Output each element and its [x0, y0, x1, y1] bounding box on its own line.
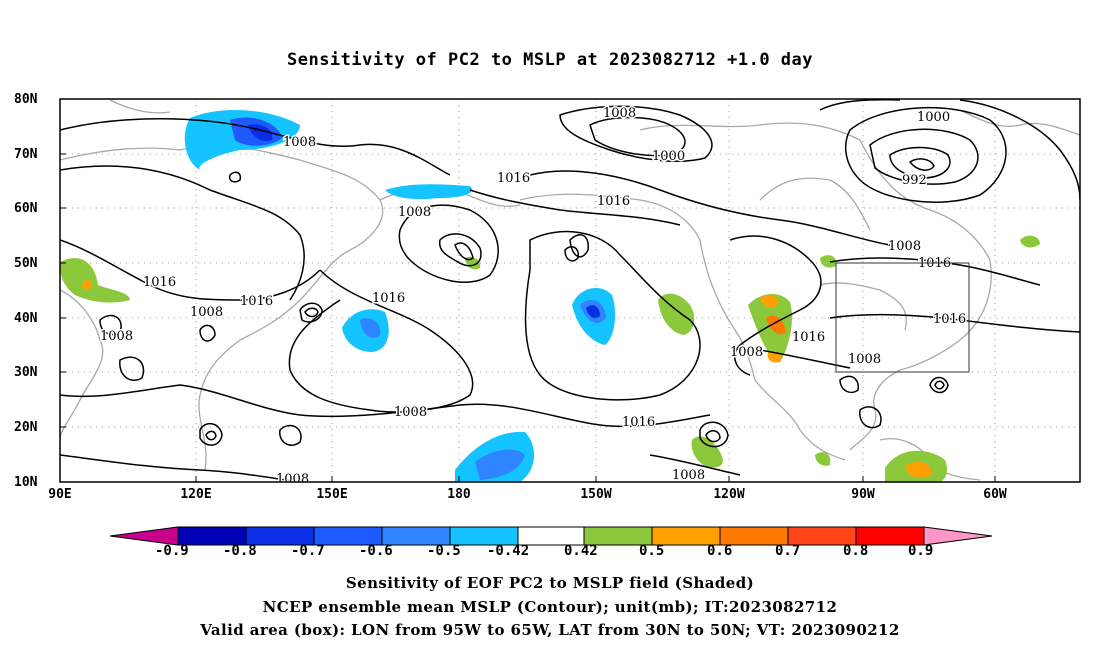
- mslp-contours: [60, 99, 1080, 482]
- contour-label: 1008: [730, 345, 763, 360]
- lat-label-80n: 80N: [14, 92, 38, 107]
- grid-lines: [60, 99, 1080, 482]
- lat-label-20n: 20N: [14, 420, 38, 435]
- contour-label: 1008: [848, 352, 881, 367]
- contour-label: 1008: [283, 135, 316, 150]
- colorbar-label: 0.5: [639, 543, 665, 559]
- caption-valid-area: Valid area (box): LON from 95W to 65W, L…: [200, 621, 900, 639]
- lat-label-30n: 30N: [14, 365, 38, 380]
- colorbar-label: 0.9: [908, 543, 934, 559]
- colorbar-label: 0.6: [707, 543, 733, 559]
- contour-label: 1016: [240, 294, 273, 309]
- map-title: Sensitivity of PC2 to MSLP at 2023082712…: [286, 50, 813, 70]
- caption-shaded: Sensitivity of EOF PC2 to MSLP field (Sh…: [345, 574, 755, 592]
- contour-label: 1008: [603, 106, 636, 121]
- contour-label: 1008: [190, 305, 223, 320]
- lon-label-60w: 60W: [983, 487, 1007, 502]
- plot-frame: [59, 98, 1081, 483]
- lon-label-150e: 150E: [316, 487, 348, 502]
- lat-label-60n: 60N: [14, 201, 38, 216]
- valid-area-box: [835, 262, 970, 373]
- contour-label: 1008: [394, 405, 427, 420]
- caption-contour: NCEP ensemble mean MSLP (Contour); unit(…: [262, 598, 838, 616]
- colorbar-label: -0.8: [223, 543, 257, 559]
- colorbar: [109, 526, 993, 546]
- contour-label: 1016: [933, 312, 966, 327]
- contour-label: 1016: [497, 171, 530, 186]
- lon-label-120e: 120E: [180, 487, 212, 502]
- contour-label: 1000: [652, 149, 685, 164]
- contour-label: 1016: [622, 415, 655, 430]
- negative-sensitivity-shading: [184, 109, 616, 482]
- lon-label-90w: 90W: [851, 487, 875, 502]
- contour-label: 1008: [398, 205, 431, 220]
- contour-label: 1008: [276, 472, 309, 487]
- colorbar-label: -0.42: [487, 543, 530, 559]
- contour-label: 1008: [888, 239, 921, 254]
- lat-label-70n: 70N: [14, 147, 38, 162]
- colorbar-label: 0.42: [564, 543, 598, 559]
- colorbar-label: -0.7: [291, 543, 325, 559]
- contour-label: 1000: [917, 110, 950, 125]
- contour-label: 1016: [792, 330, 825, 345]
- lat-label-50n: 50N: [14, 256, 38, 271]
- colorbar-label: 0.7: [775, 543, 801, 559]
- lat-label-10n: 10N: [14, 475, 38, 490]
- lon-label-180: 180: [447, 487, 471, 502]
- lon-label-120w: 120W: [713, 487, 745, 502]
- contour-label: 1016: [372, 291, 405, 306]
- colorbar-label: 0.8: [843, 543, 869, 559]
- contour-labels: 1008 1008 1016 1016 1008 1000 1008 1000 …: [99, 105, 968, 487]
- lat-label-40n: 40N: [14, 311, 38, 326]
- colorbar-label: -0.6: [359, 543, 393, 559]
- contour-label: 1016: [597, 194, 630, 209]
- colorbar-label: -0.5: [427, 543, 461, 559]
- contour-label: 1008: [100, 329, 133, 344]
- colorbar-swatch-gt-0.9: [923, 526, 993, 546]
- positive-sensitivity-shading: [60, 235, 1040, 482]
- lon-label-90e: 90E: [48, 487, 72, 502]
- colorbar-label: -0.9: [155, 543, 189, 559]
- tick-marks: [60, 153, 996, 482]
- contour-label: 1008: [672, 468, 705, 483]
- contour-label: 992: [902, 173, 927, 188]
- contour-label: 1016: [143, 275, 176, 290]
- lon-label-150w: 150W: [580, 487, 612, 502]
